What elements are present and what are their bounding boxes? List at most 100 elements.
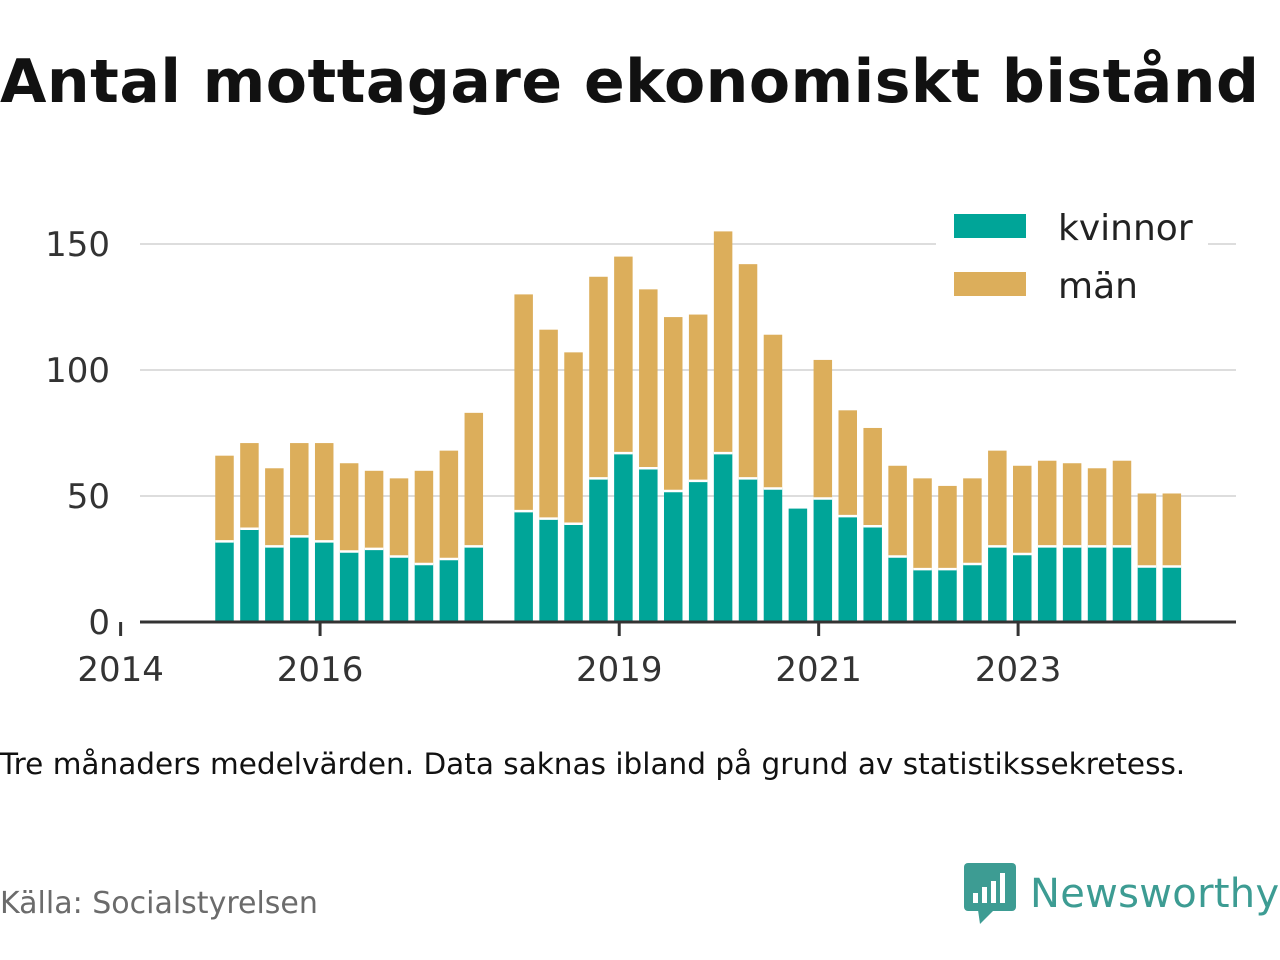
bar-2023-Q4 (1162, 493, 1182, 622)
bar-segment-kvinnor (539, 518, 558, 622)
bar-2016-Q3 (439, 450, 459, 622)
bar-segment-kvinnor (314, 541, 334, 622)
bar-segment-man (290, 443, 309, 537)
bar-segment-man (589, 276, 608, 479)
bar-2018-Q4 (663, 317, 683, 622)
bar-2021-Q1 (888, 465, 907, 622)
bar-segment-man (564, 352, 583, 524)
bar-segment-kvinnor (389, 556, 409, 622)
bar-2023-Q1 (1087, 468, 1107, 622)
brand-name: Newsworthy (1030, 871, 1280, 917)
bar-segment-kvinnor (738, 478, 758, 622)
bar-segment-kvinnor (339, 551, 359, 622)
bar-2016-Q2 (414, 470, 434, 622)
bar-2022-Q1 (988, 450, 1007, 622)
bar-segment-kvinnor (414, 564, 434, 622)
bar-segment-man (639, 289, 658, 469)
bar-segment-man (215, 455, 234, 542)
bar-2021-Q4 (963, 478, 982, 622)
bar-2019-Q1 (688, 314, 708, 622)
legend-swatch (954, 214, 1026, 238)
bar-segment-kvinnor (240, 528, 259, 622)
bar-segment-kvinnor (364, 548, 384, 622)
x-tick-label-2021: 2021 (775, 650, 862, 690)
bar-segment-kvinnor (589, 478, 608, 622)
legend-label: män (1058, 266, 1138, 307)
y-tick-label-150: 150 (45, 225, 110, 265)
chart-note: Tre månaders medelvärden. Data saknas ib… (0, 747, 1186, 781)
bar-2017-Q3 (539, 329, 558, 622)
bar-2019-Q2 (713, 231, 733, 622)
bar-segment-man (339, 463, 359, 552)
bar-2020-Q2 (813, 359, 833, 622)
bar-2023-Q3 (1137, 493, 1157, 622)
bar-2014-Q2 (215, 455, 234, 622)
bar-segment-man (963, 478, 982, 565)
bar-segment-kvinnor (988, 546, 1007, 622)
bar-segment-man (913, 478, 932, 570)
bar-segment-man (738, 264, 758, 479)
bar-segment-man (539, 329, 558, 519)
bar-segment-man (863, 427, 882, 527)
bar-segment-man (688, 314, 708, 481)
bar-2022-Q3 (1037, 460, 1057, 622)
source-text: Källa: Socialstyrelsen (0, 886, 318, 921)
bar-segment-kvinnor (838, 516, 857, 622)
bar-2015-Q3 (339, 463, 359, 622)
bar-segment-kvinnor (863, 526, 882, 622)
bar-segment-man (1037, 460, 1057, 547)
bar-segment-man (663, 317, 683, 491)
bar-segment-kvinnor (813, 498, 833, 622)
bar-2019-Q4 (763, 334, 783, 622)
legend: kvinnor män (936, 204, 1208, 308)
bar-segment-man (464, 412, 484, 547)
brand-logo[interactable]: Newsworthy (964, 862, 1279, 926)
bar-2018-Q1 (589, 276, 608, 622)
bar-2020-Q1 (788, 508, 808, 622)
x-tick-label-2014: 2014 (77, 650, 164, 690)
bar-segment-kvinnor (713, 453, 733, 622)
bar-segment-kvinnor (290, 536, 309, 622)
bar-2015-Q1 (290, 443, 309, 622)
bar-segment-kvinnor (663, 490, 683, 622)
bar-segment-man (988, 450, 1007, 547)
bar-segment-kvinnor (215, 541, 234, 622)
bar-2021-Q2 (913, 478, 932, 622)
bar-segment-man (240, 443, 259, 529)
bar-2020-Q4 (863, 427, 882, 622)
bar-segment-man (389, 478, 409, 557)
x-tick-label-2023: 2023 (975, 650, 1062, 690)
bar-segment-kvinnor (763, 488, 783, 622)
bar-segment-kvinnor (1062, 546, 1082, 622)
bar-segment-kvinnor (913, 569, 932, 622)
bar-segment-man (414, 470, 434, 565)
x-axis: 2014 2016 2019 2021 2023 (77, 620, 1236, 690)
bar-segment-man (1013, 465, 1032, 554)
legend-label: kvinnor (1058, 208, 1193, 249)
bar-segment-man (1062, 463, 1082, 547)
legend-item-kvinnor: kvinnor (954, 208, 1193, 249)
y-tick-label-50: 50 (67, 477, 110, 517)
bar-segment-man (1137, 493, 1157, 567)
bar-segment-kvinnor (439, 559, 459, 622)
bar-2017-Q2 (514, 294, 533, 622)
chart-title: Antal mottagare ekonomiskt bistånd (0, 47, 1260, 117)
bar-segment-man (265, 468, 284, 547)
bar-segment-kvinnor (1137, 566, 1157, 622)
bar-segment-man (314, 443, 334, 542)
bar-segment-kvinnor (464, 546, 484, 622)
bar-segment-kvinnor (1037, 546, 1057, 622)
bar-segment-kvinnor (1112, 546, 1132, 622)
legend-swatch (954, 272, 1026, 296)
bar-segment-man (813, 359, 833, 499)
bar-segment-man (838, 410, 857, 517)
bar-segment-kvinnor (514, 511, 533, 622)
bar-segment-man (763, 334, 783, 489)
bar-segment-kvinnor (564, 523, 583, 622)
bar-2015-Q2 (314, 443, 334, 622)
bar-segment-kvinnor (1162, 566, 1182, 622)
x-tick-label-2019: 2019 (576, 650, 663, 690)
bar-segment-kvinnor (1013, 553, 1032, 622)
bar-segment-man (364, 470, 384, 549)
bar-segment-kvinnor (788, 508, 808, 622)
